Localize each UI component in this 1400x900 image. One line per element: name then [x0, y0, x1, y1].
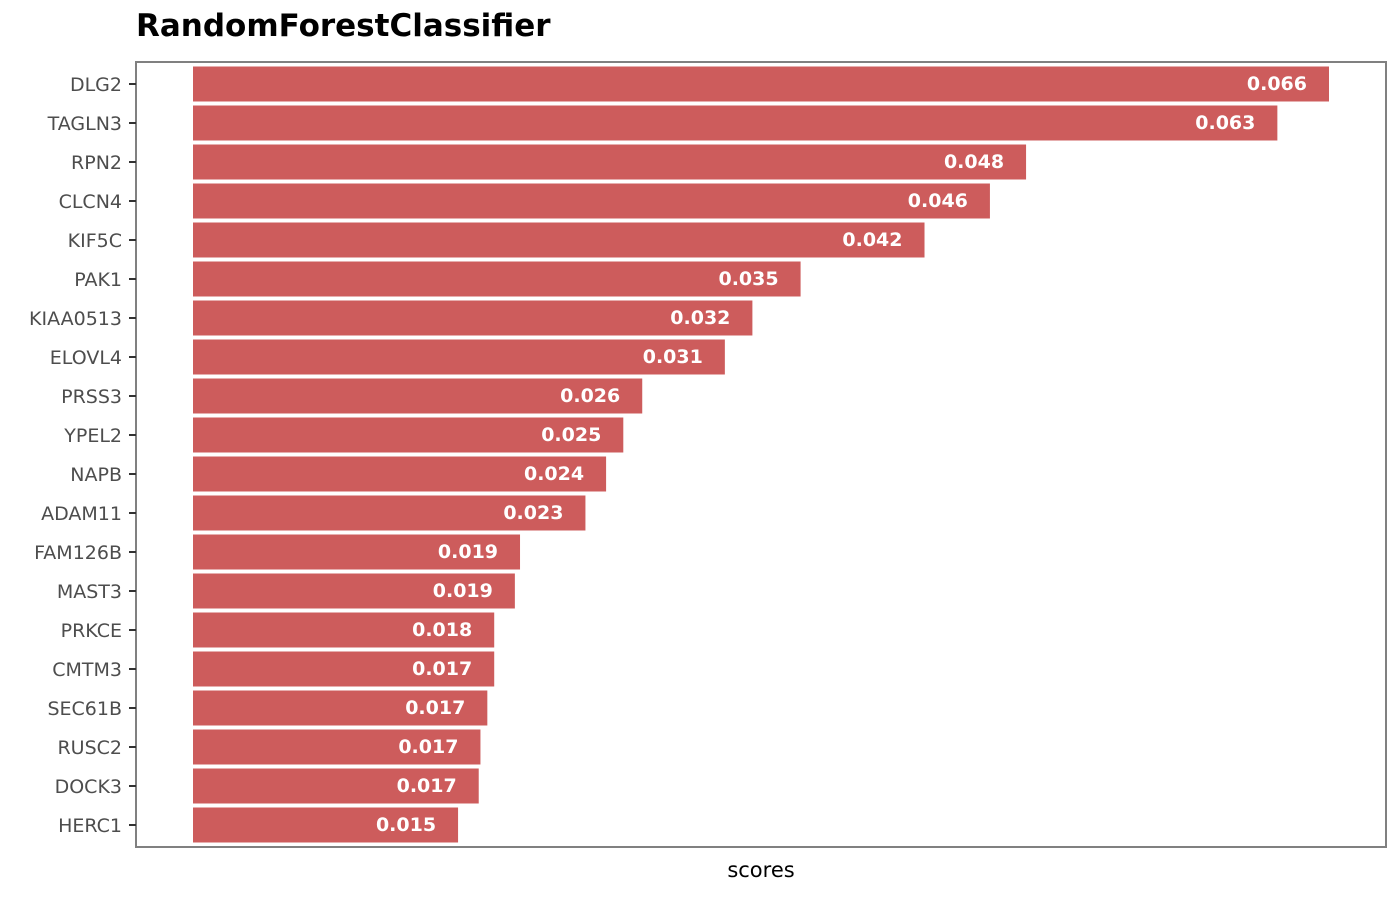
- data-label: 0.019: [438, 541, 498, 563]
- data-label: 0.031: [643, 346, 703, 368]
- y-tick-label: DOCK3: [55, 776, 122, 798]
- x-axis-label: scores: [727, 858, 795, 882]
- y-tick-label: CMTM3: [52, 659, 122, 681]
- data-label: 0.025: [541, 424, 601, 446]
- data-label: 0.017: [398, 736, 458, 758]
- y-tick-label: KIF5C: [68, 230, 122, 252]
- bar: [193, 417, 624, 453]
- data-label: 0.017: [412, 658, 472, 680]
- data-label: 0.042: [842, 229, 902, 251]
- chart-title: RandomForestClassifier: [136, 8, 551, 44]
- bar: [193, 222, 925, 258]
- y-tick-label: NAPB: [70, 464, 122, 486]
- bar: [193, 66, 1329, 102]
- data-label: 0.035: [718, 268, 778, 290]
- y-tick-label: RUSC2: [57, 737, 122, 759]
- bar: [193, 144, 1027, 180]
- y-tick-label: ELOVL4: [50, 347, 122, 369]
- bar: [193, 378, 643, 414]
- data-label: 0.023: [503, 502, 563, 524]
- data-label: 0.046: [908, 190, 968, 212]
- bar: [193, 651, 495, 687]
- data-label: 0.019: [433, 580, 493, 602]
- data-label: 0.015: [376, 814, 436, 836]
- bar: [193, 729, 481, 765]
- bar: [193, 534, 521, 570]
- y-tick-label: DLG2: [70, 74, 122, 96]
- bar: [193, 261, 801, 297]
- data-label: 0.066: [1247, 73, 1307, 95]
- y-tick-label: PRSS3: [61, 386, 122, 408]
- y-tick-label: CLCN4: [59, 191, 122, 213]
- bar: [193, 573, 515, 609]
- data-label: 0.048: [944, 151, 1004, 173]
- bar: [193, 768, 479, 804]
- bar: [193, 690, 488, 726]
- bar: [193, 183, 990, 219]
- y-tick-label: HERC1: [58, 815, 122, 837]
- bar: [193, 807, 459, 843]
- bar: [193, 300, 753, 336]
- data-label: 0.017: [397, 775, 457, 797]
- data-label: 0.024: [524, 463, 584, 485]
- y-tick-label: SEC61B: [47, 698, 122, 720]
- plot-frame: [135, 61, 1387, 848]
- y-tick-label: YPEL2: [63, 425, 122, 447]
- data-label: 0.018: [412, 619, 472, 641]
- bar: [193, 339, 725, 375]
- y-tick-label: RPN2: [71, 152, 122, 174]
- y-tick-label: FAM126B: [34, 542, 122, 564]
- bar: [193, 495, 586, 531]
- data-label: 0.032: [670, 307, 730, 329]
- data-label: 0.017: [405, 697, 465, 719]
- y-tick-label: ADAM11: [41, 503, 122, 525]
- bar: [193, 612, 495, 648]
- y-tick-label: TAGLN3: [47, 113, 122, 135]
- data-label: 0.026: [560, 385, 620, 407]
- y-tick-label: MAST3: [57, 581, 122, 603]
- y-tick-label: KIAA0513: [29, 308, 122, 330]
- y-tick-label: PAK1: [74, 269, 122, 291]
- y-tick-label: PRKCE: [61, 620, 122, 642]
- data-label: 0.063: [1195, 112, 1255, 134]
- bar: [193, 105, 1278, 141]
- bar: [193, 456, 607, 492]
